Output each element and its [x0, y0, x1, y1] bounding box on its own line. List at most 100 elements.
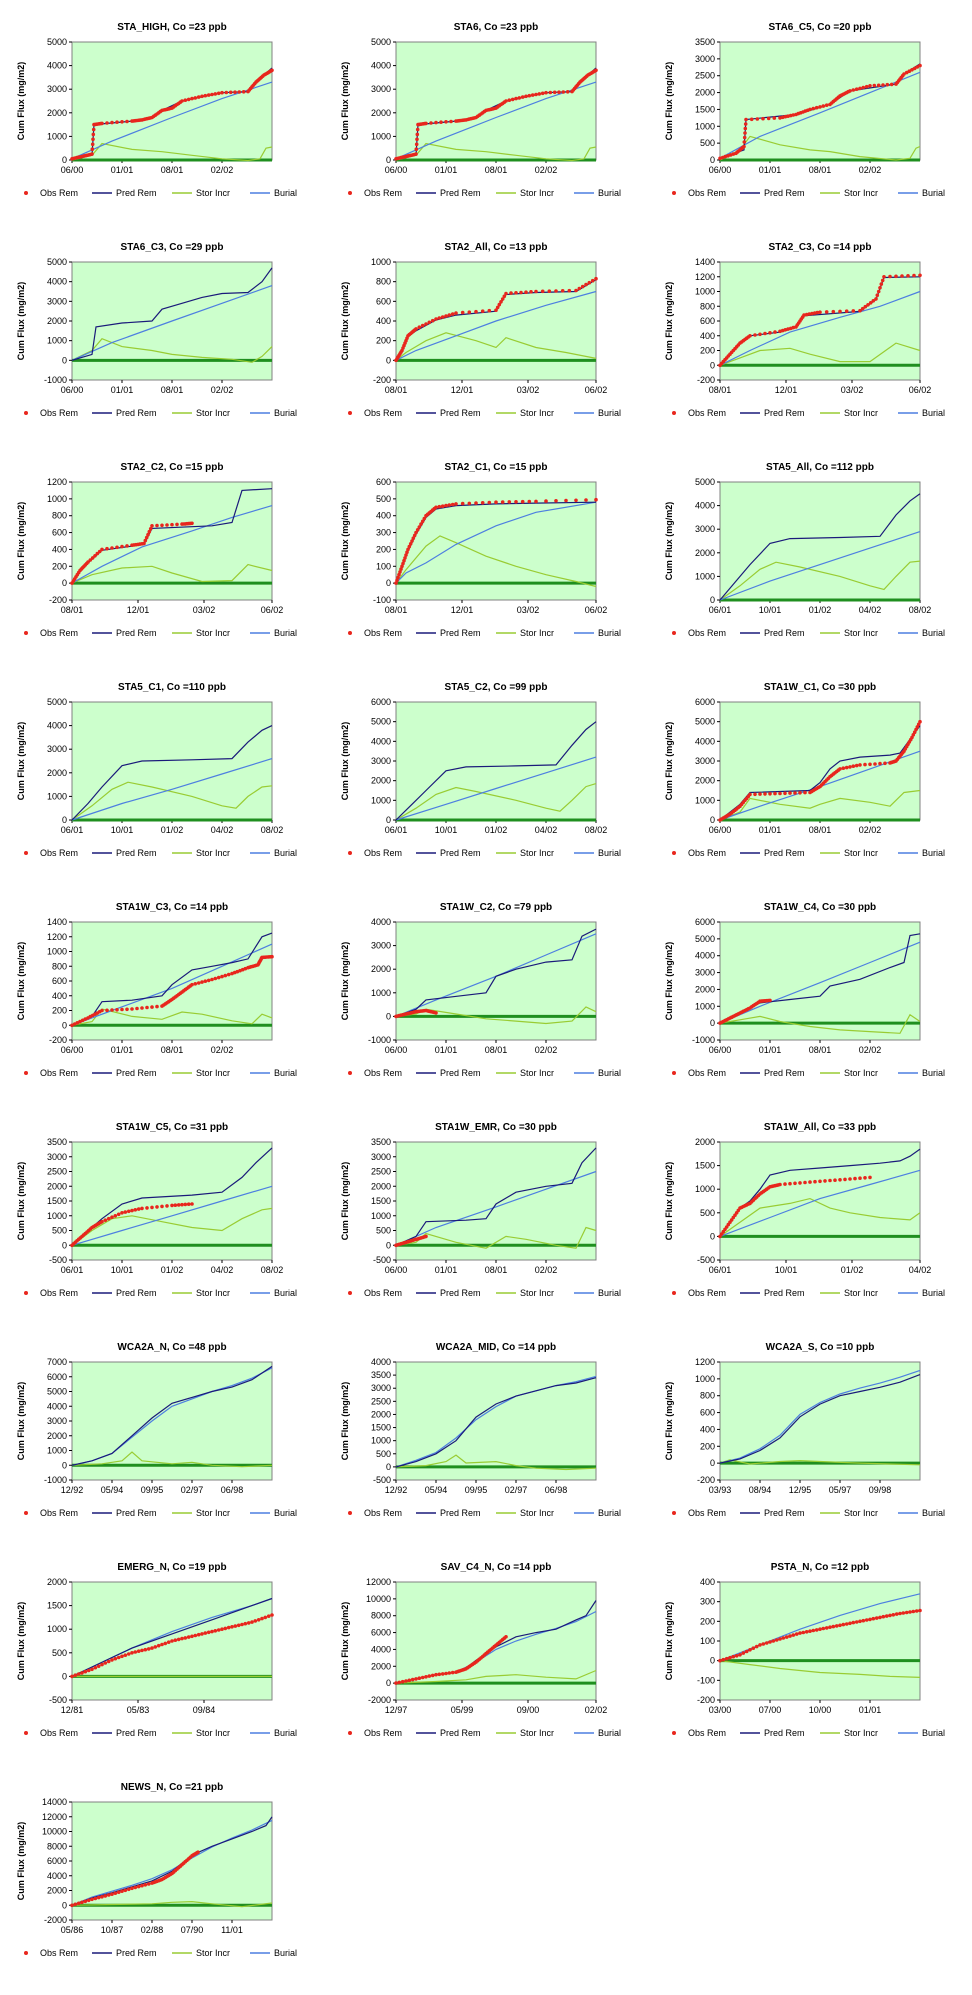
legend-swatch-obs-rem [672, 191, 676, 195]
obs-rem-point [873, 762, 877, 766]
y-tick-label: 1000 [695, 1184, 715, 1194]
x-tick-label: 06/98 [221, 1485, 244, 1495]
obs-rem-point [793, 791, 797, 795]
obs-rem-point [723, 154, 728, 159]
obs-rem-point [918, 273, 922, 278]
y-tick-label: 6000 [695, 917, 715, 927]
obs-rem-point [494, 308, 498, 312]
y-tick-label: 600 [376, 296, 391, 306]
x-tick-label: 08/02 [261, 825, 284, 835]
x-tick-label: 03/00 [709, 1705, 732, 1715]
obs-rem-point [113, 1214, 118, 1218]
legend-label: Pred Rem [764, 848, 805, 858]
obs-rem-point [524, 94, 528, 99]
x-tick-label: 01/01 [111, 385, 134, 395]
obs-rem-point [871, 299, 876, 303]
y-tick-label: 300 [376, 528, 391, 538]
obs-rem-point [170, 1203, 174, 1208]
y-tick-label: 8000 [47, 1841, 67, 1851]
obs-rem-point [580, 284, 585, 289]
obs-rem-point [863, 762, 867, 767]
obs-rem-point [871, 1616, 876, 1621]
legend-label: Obs Rem [688, 1728, 726, 1738]
obs-rem-point [173, 1203, 178, 1207]
legend-label: Obs Rem [40, 848, 78, 858]
x-tick-label: 07/00 [759, 1705, 782, 1715]
obs-rem-point [420, 1675, 425, 1680]
series-line-pred-rem [395, 928, 597, 1017]
x-tick-label: 05/86 [61, 1925, 84, 1935]
obs-rem-point [414, 530, 418, 535]
obs-rem-point [156, 1643, 161, 1648]
obs-rem-point [514, 291, 518, 295]
obs-rem-point [783, 1182, 787, 1186]
obs-rem-point [146, 1882, 151, 1886]
plot-area [71, 1801, 273, 1921]
obs-rem-point [83, 1669, 88, 1674]
obs-rem-point [731, 1654, 736, 1659]
chart-panel: WCA2A_MID, Co =14 ppb -500 0 500 1000 1500 200… [340, 1342, 621, 1518]
y-tick-label: 200 [700, 1441, 715, 1451]
obs-rem-point [520, 95, 525, 99]
obs-rem-point [235, 969, 240, 974]
y-axis-label: Cum Flux (mg/m2) [16, 1162, 26, 1241]
obs-rem-point [126, 1209, 131, 1214]
chart-panel: STA1W_C3, Co =14 ppb -200 0 200 400 600 800 100… [16, 902, 297, 1078]
obs-rem-point [868, 1175, 872, 1180]
obs-rem-point [778, 1637, 782, 1641]
obs-rem-point [454, 502, 458, 506]
obs-rem-point [783, 328, 788, 332]
x-tick-label: 02/97 [505, 1485, 528, 1495]
y-axis-label: Cum Flux (mg/m2) [16, 282, 26, 361]
obs-rem-point [853, 1176, 857, 1181]
chart-title: PSTA_N, Co =12 ppb [771, 1562, 869, 1573]
y-tick-label: 3000 [47, 296, 67, 306]
obs-rem-point [918, 1608, 922, 1613]
obs-rem-point [86, 1898, 91, 1903]
obs-rem-point [884, 1614, 889, 1618]
obs-rem-point [186, 97, 191, 102]
obs-rem-point [250, 1620, 254, 1624]
obs-rem-point [430, 318, 435, 323]
obs-rem-point [803, 1180, 807, 1185]
obs-rem-point [773, 791, 777, 796]
obs-rem-point [145, 1005, 149, 1010]
obs-rem-point [153, 1645, 158, 1649]
legend-label: Burial [274, 408, 297, 418]
y-tick-label: 2500 [47, 1167, 67, 1177]
obs-rem-point [854, 763, 859, 768]
y-tick-label: 4000 [371, 1357, 391, 1367]
x-tick-label: 02/02 [859, 165, 882, 175]
obs-rem-point [116, 1890, 121, 1894]
x-tick-label: 12/01 [451, 385, 474, 395]
obs-rem-point [868, 762, 872, 767]
x-tick-label: 08/94 [749, 1485, 772, 1495]
y-tick-label: 3000 [371, 1152, 391, 1162]
chart-title: STA6_C3, Co =29 ppb [121, 242, 224, 253]
obs-rem-point [527, 93, 532, 98]
x-tick-label: 12/01 [775, 385, 798, 395]
y-tick-label: 2000 [695, 984, 715, 994]
obs-rem-point [878, 761, 882, 766]
y-tick-label: 2000 [47, 1577, 67, 1587]
obs-rem-point [504, 99, 508, 103]
obs-rem-point [803, 790, 807, 795]
x-tick-label: 12/01 [451, 605, 474, 615]
obs-rem-point [565, 90, 570, 94]
y-tick-label: 2000 [371, 1181, 391, 1191]
obs-rem-point [900, 274, 904, 278]
obs-rem-point [100, 1662, 104, 1667]
obs-rem-point [203, 1631, 208, 1635]
obs-rem-point [771, 1639, 776, 1643]
y-tick-label: 6000 [47, 1856, 67, 1866]
y-tick-label: 4000 [371, 1644, 391, 1654]
obs-rem-point [397, 1680, 402, 1685]
x-tick-label: 12/95 [789, 1485, 812, 1495]
chart-panel: STA5_All, Co =112 ppb 0 1000 2000 3000 4000 50… [664, 462, 945, 638]
y-tick-label: 0 [710, 1018, 715, 1028]
obs-rem-point [100, 547, 104, 552]
obs-rem-point [155, 1205, 159, 1209]
y-tick-label: 2000 [695, 776, 715, 786]
obs-rem-point [113, 1891, 118, 1895]
x-tick-label: 04/02 [859, 605, 882, 615]
